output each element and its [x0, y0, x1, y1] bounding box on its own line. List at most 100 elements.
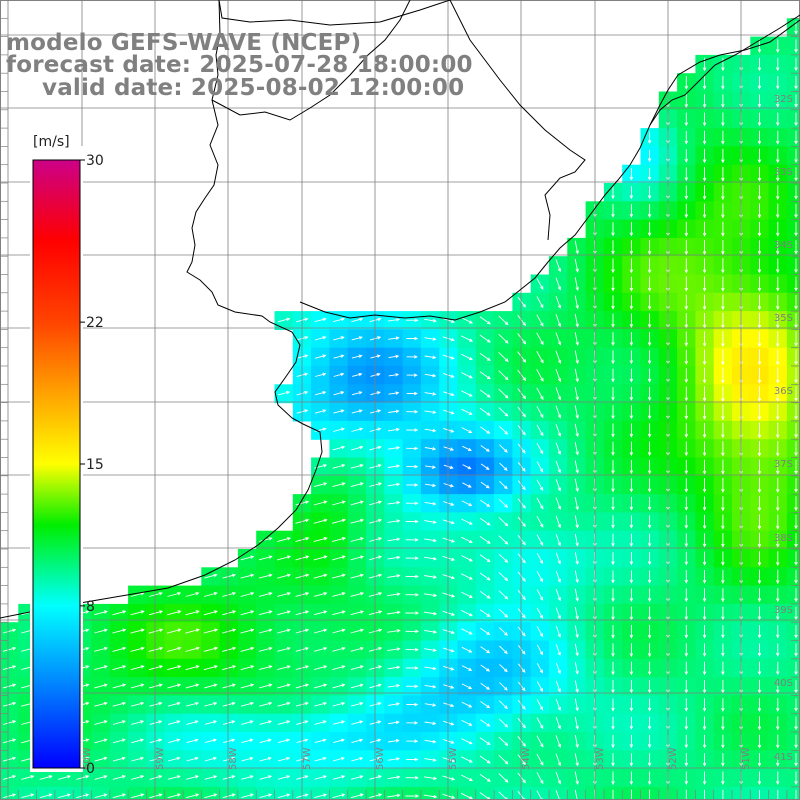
- wind-arrow: [555, 644, 561, 656]
- wind-arrow: [702, 57, 707, 72]
- wind-arrow: [776, 130, 780, 145]
- wind-arrow: [461, 665, 473, 671]
- wind-arrow: [498, 535, 509, 545]
- wind-arrow: [555, 368, 562, 383]
- wind-arrow: [461, 518, 473, 525]
- lon-label: 59W: [155, 747, 166, 770]
- coastline: [0, 0, 800, 619]
- wind-arrow: [313, 665, 328, 671]
- lon-label: 51W: [741, 747, 752, 770]
- wind-arrow: [757, 698, 762, 713]
- wind-arrow: [684, 203, 689, 219]
- field-cell: [201, 786, 221, 800]
- wind-arrow: [314, 336, 327, 341]
- wind-arrow: [702, 661, 707, 676]
- wind-arrow: [480, 499, 491, 507]
- wind-arrow: [461, 500, 473, 507]
- wind-arrow: [757, 551, 762, 567]
- wind-arrow: [148, 665, 164, 671]
- wind-arrow: [721, 789, 725, 800]
- wind-arrow: [2, 646, 17, 652]
- wind-arrow: [776, 496, 780, 512]
- field-cell: [786, 512, 800, 532]
- wind-arrow: [314, 738, 327, 744]
- wind-arrow: [776, 258, 780, 274]
- wind-arrow: [757, 294, 762, 311]
- wind-arrow: [776, 404, 780, 421]
- wind-arrow: [647, 331, 652, 347]
- wind-arrow: [684, 588, 689, 603]
- lon-label: 60W: [82, 747, 93, 770]
- field-cell: [786, 109, 800, 129]
- wind-arrow: [424, 337, 437, 341]
- wind-arrow: [776, 276, 780, 292]
- wind-arrow: [406, 446, 419, 451]
- field-cell: [786, 329, 800, 349]
- wind-arrow: [684, 606, 689, 621]
- wind-arrow: [647, 459, 652, 475]
- wind-arrow: [555, 570, 561, 583]
- wind-arrow: [277, 390, 291, 396]
- wind-arrow: [388, 354, 400, 359]
- wind-arrow: [258, 537, 273, 542]
- wind-arrow: [647, 789, 652, 800]
- wind-arrow: [350, 610, 365, 616]
- wind-arrow: [517, 717, 526, 729]
- wind-arrow: [574, 698, 579, 712]
- wind-arrow: [185, 683, 200, 689]
- wind-arrow: [555, 698, 561, 712]
- wind-arrow: [611, 625, 615, 639]
- wind-arrow: [406, 336, 419, 341]
- wind-arrow: [574, 680, 579, 693]
- wind-arrow: [313, 610, 328, 616]
- wind-arrow: [555, 332, 562, 346]
- wind-arrow: [574, 662, 579, 675]
- wind-arrow: [684, 515, 689, 529]
- wind-arrow: [702, 753, 707, 767]
- wind-arrow: [2, 683, 17, 689]
- wind-arrow: [333, 391, 345, 396]
- wind-arrow: [258, 628, 273, 634]
- wind-arrow: [240, 683, 255, 689]
- wind-arrow: [684, 130, 689, 145]
- wind-arrow: [405, 776, 419, 780]
- wind-arrow: [406, 483, 419, 487]
- wind-arrow: [479, 590, 491, 599]
- wind-arrow: [112, 665, 127, 671]
- wind-arrow: [574, 716, 579, 730]
- wind-arrow: [21, 793, 35, 799]
- wind-arrow: [757, 606, 762, 621]
- wind-arrow: [629, 368, 634, 383]
- wind-arrow: [555, 515, 562, 529]
- wind-arrow: [647, 643, 652, 658]
- wind-arrow: [721, 94, 725, 108]
- wind-arrow: [387, 665, 401, 670]
- wind-arrow: [352, 372, 363, 377]
- wind-arrow: [203, 665, 218, 671]
- wind-arrow: [2, 701, 17, 707]
- field-cell: [18, 786, 38, 800]
- wind-arrow: [647, 753, 652, 767]
- wind-arrow: [351, 756, 364, 762]
- wind-arrow: [702, 367, 707, 384]
- wind-arrow: [629, 789, 634, 800]
- wind-arrow: [406, 391, 418, 396]
- wind-arrow: [574, 570, 579, 584]
- wind-arrow: [757, 385, 762, 402]
- wind-arrow: [721, 478, 725, 493]
- wind-arrow: [462, 482, 472, 488]
- wind-arrow: [167, 665, 182, 671]
- wind-arrow: [166, 646, 182, 652]
- wind-arrow: [647, 386, 652, 402]
- wind-arrow: [721, 276, 725, 292]
- wind-arrow: [647, 570, 652, 584]
- field-cell: [237, 786, 257, 800]
- wind-arrow: [222, 756, 236, 762]
- wind-arrow: [131, 738, 145, 744]
- wind-arrow: [479, 389, 491, 398]
- wind-arrow: [647, 624, 652, 639]
- wind-arrow: [350, 537, 364, 542]
- field-cell: [402, 786, 422, 800]
- wind-arrow: [684, 570, 689, 584]
- wind-arrow: [405, 629, 420, 634]
